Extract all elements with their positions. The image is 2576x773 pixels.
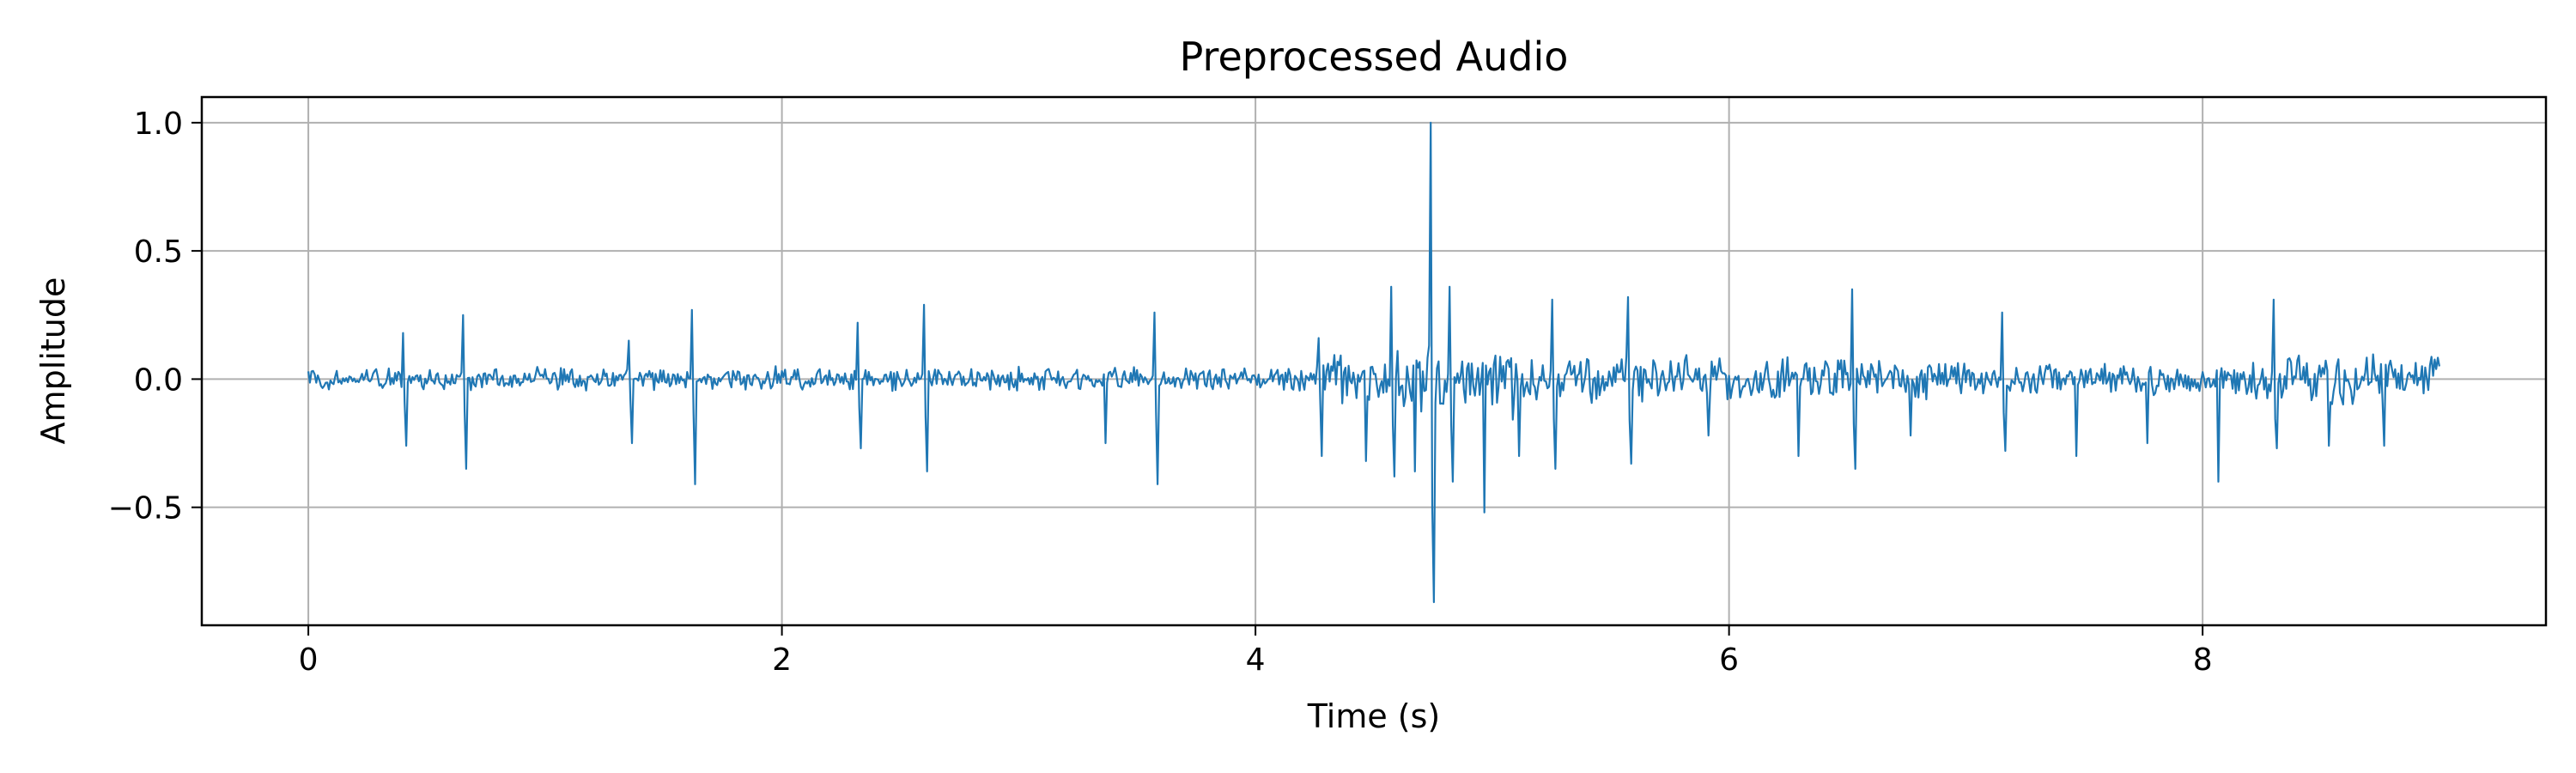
grid-lines xyxy=(202,97,2546,625)
y-tick-label: 1.0 xyxy=(134,107,183,142)
plot-frame xyxy=(200,95,2548,627)
x-tick-label: 4 xyxy=(1246,642,1266,678)
x-tick-label: 6 xyxy=(1719,642,1739,678)
series-layer xyxy=(307,121,2440,604)
waveform-line xyxy=(307,121,2440,604)
y-axis-label: Amplitude xyxy=(34,277,72,445)
y-tick-label: 0.5 xyxy=(134,234,183,270)
y-tick-label: 0.0 xyxy=(134,362,183,398)
chart-title: Preprocessed Audio xyxy=(1180,33,1569,80)
axis-ticks: 0 2 4 6 8 −0.5 0.0 0.5 1.0 xyxy=(108,107,2213,678)
x-tick-label: 2 xyxy=(772,642,792,678)
x-tick-label: 0 xyxy=(299,642,319,678)
plot-area-background xyxy=(202,97,2546,625)
y-tick-label: −0.5 xyxy=(108,491,183,526)
x-tick-label: 8 xyxy=(2193,642,2213,678)
x-axis-label: Time (s) xyxy=(1307,697,1441,735)
